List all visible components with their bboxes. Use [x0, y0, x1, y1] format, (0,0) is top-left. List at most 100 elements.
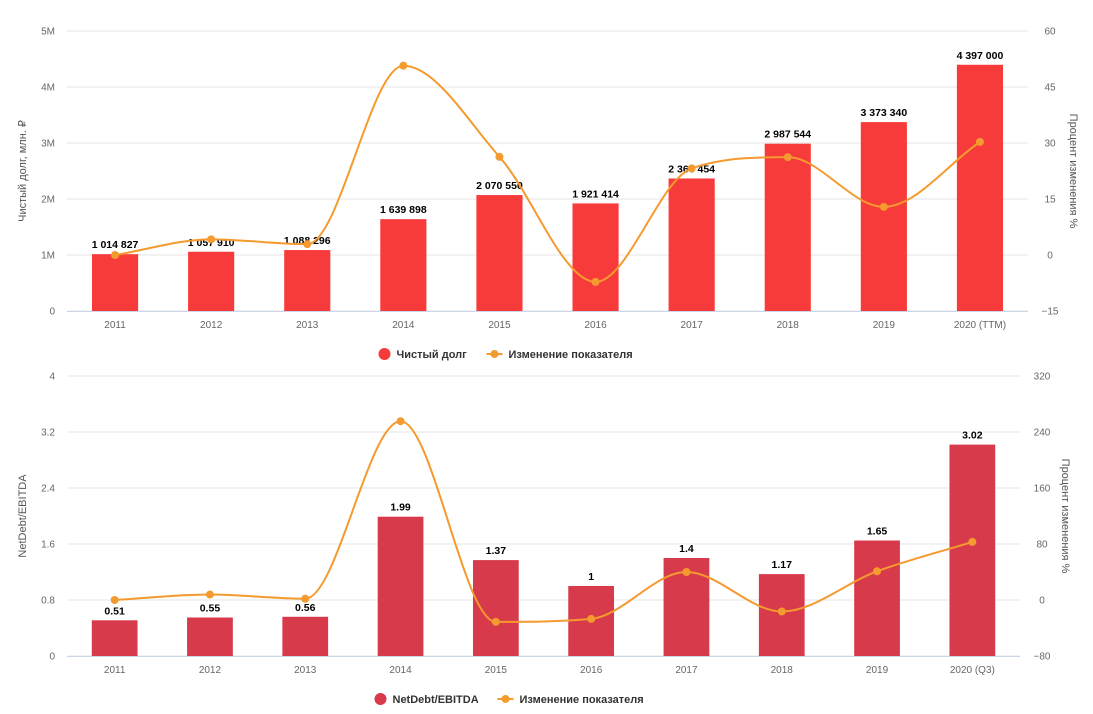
- y-tick-label: 1M: [41, 251, 55, 262]
- bar-data-label: 0.51: [104, 605, 125, 617]
- bar-data-label: 1 639 898: [380, 204, 427, 216]
- y-tick-label: 3.2: [41, 428, 55, 439]
- change-point: [303, 240, 312, 249]
- change-point: [396, 417, 405, 426]
- bar: [282, 616, 329, 656]
- y2-axis-title: Процент изменения %: [1067, 114, 1079, 229]
- y2-tick-label: 320: [1034, 372, 1051, 383]
- bar-data-label: 2 070 550: [476, 180, 523, 192]
- bar-data-label: 2 987 544: [764, 129, 811, 141]
- y-tick-label: 0.8: [41, 596, 55, 607]
- x-tick-label: 2013: [296, 320, 319, 331]
- change-point: [399, 61, 408, 70]
- bar-data-label: 1 921 414: [572, 188, 619, 200]
- x-tick-label: 2014: [392, 320, 415, 331]
- y-tick-label: 4: [49, 372, 55, 383]
- bar: [476, 195, 523, 311]
- x-tick-label: 2013: [294, 665, 317, 676]
- bar-data-label: 1.17: [772, 559, 793, 571]
- bar-data-label: 1.37: [486, 545, 507, 557]
- y-tick-label: 0: [49, 307, 55, 318]
- bar-data-label: 0.55: [200, 603, 221, 615]
- bar: [854, 540, 900, 656]
- bar: [91, 254, 139, 311]
- change-point: [879, 202, 888, 211]
- x-tick-label: 2011: [104, 320, 126, 331]
- x-tick-label: 2018: [771, 665, 794, 676]
- change-line: [114, 64, 981, 283]
- bar: [91, 620, 138, 656]
- x-tick-label: 2011: [104, 665, 126, 676]
- legend-line-marker-dot: [490, 350, 499, 358]
- y-axis-title: Чистый долг, млн. ₽: [17, 120, 29, 222]
- bar: [380, 219, 427, 311]
- x-tick-label: 2012: [200, 320, 223, 331]
- change-point: [110, 596, 119, 604]
- legend: NetDebt/EBITDA Изменение показателя: [374, 693, 644, 706]
- change-point: [301, 594, 310, 603]
- y2-tick-label: 15: [1044, 195, 1056, 206]
- y2-tick-label: 30: [1044, 139, 1056, 150]
- change-point: [783, 153, 792, 162]
- bar: [188, 251, 235, 311]
- y2-tick-label: −80: [1034, 652, 1051, 663]
- y-tick-label: 1.6: [41, 540, 55, 551]
- change-point: [968, 537, 977, 546]
- bar-data-label: 1.99: [390, 502, 411, 514]
- y2-tick-label: 0: [1047, 251, 1053, 262]
- x-tick-label: 2016: [580, 665, 603, 676]
- bar-data-label: 1: [588, 571, 594, 583]
- bar-data-label: 1.4: [679, 543, 694, 555]
- x-tick-label: 2012: [199, 665, 222, 676]
- legend-line-label: Изменение показателя: [509, 349, 633, 361]
- x-tick-label: 2016: [584, 320, 607, 331]
- bar-data-label: 3 373 340: [860, 107, 907, 119]
- y-tick-label: 0: [49, 652, 55, 663]
- y2-tick-label: 0: [1039, 596, 1045, 607]
- y2-axis-title: Процент изменения %: [1059, 459, 1071, 574]
- x-tick-label: 2020 (Q3): [950, 665, 995, 676]
- bar-data-label: 1.65: [867, 526, 888, 538]
- change-line: [114, 420, 973, 623]
- bar: [187, 617, 233, 656]
- legend-line-marker-dot: [501, 695, 510, 703]
- x-tick-label: 2019: [866, 665, 889, 676]
- y-tick-label: 4M: [41, 83, 55, 94]
- x-tick-label: 2020 (TTM): [954, 320, 1006, 331]
- y2-tick-label: −15: [1042, 307, 1059, 318]
- change-point: [777, 607, 786, 616]
- y2-tick-label: 80: [1036, 540, 1048, 551]
- y-tick-label: 2M: [41, 195, 55, 206]
- legend-line-label: Изменение показателя: [520, 694, 644, 706]
- legend-bar-marker: [374, 693, 387, 705]
- legend-bar-label: NetDebt/EBITDA: [393, 694, 479, 706]
- change-point: [495, 152, 504, 161]
- change-point: [111, 251, 120, 259]
- bar-data-label: 3.02: [962, 430, 983, 442]
- change-point: [687, 164, 696, 173]
- bar: [949, 444, 996, 656]
- x-tick-label: 2017: [681, 320, 704, 331]
- bar: [956, 64, 1004, 311]
- y2-tick-label: 45: [1044, 83, 1056, 94]
- y-tick-label: 2.4: [41, 484, 55, 495]
- x-tick-label: 2018: [777, 320, 800, 331]
- change-point: [207, 235, 216, 244]
- bar-data-label: 4 397 000: [957, 50, 1004, 62]
- y2-tick-label: 240: [1034, 428, 1051, 439]
- y-axis-title: NetDebt/EBITDA: [17, 474, 29, 558]
- x-tick-label: 2015: [485, 665, 508, 676]
- bar: [668, 178, 715, 311]
- y-tick-label: 5M: [41, 27, 55, 38]
- x-tick-label: 2014: [389, 665, 412, 676]
- y2-tick-label: 60: [1044, 27, 1056, 38]
- change-point: [975, 137, 984, 146]
- x-tick-label: 2015: [488, 320, 511, 331]
- y-tick-label: 3M: [41, 139, 55, 150]
- legend-bar-marker: [378, 348, 391, 360]
- x-tick-label: 2019: [873, 320, 896, 331]
- netdebt-ebitda-chart: 0 0.8 1.6 2.4 3.2 4 −80 0 80 160 240 320 NetDebt/EBI…: [17, 372, 1071, 707]
- bar: [764, 143, 811, 311]
- bar-data-label: 1 014 827: [92, 239, 139, 251]
